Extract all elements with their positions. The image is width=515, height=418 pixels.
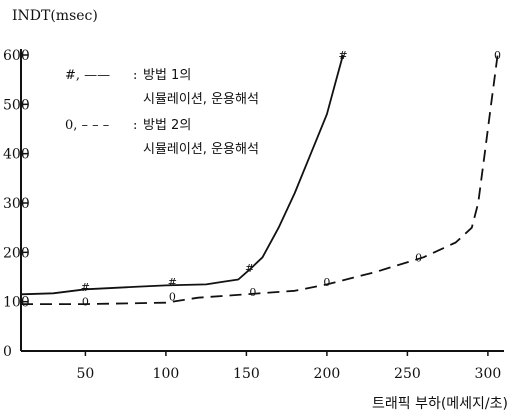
- y-axis-label: INDT(msec): [12, 8, 98, 24]
- y-tick-label: 100: [3, 295, 30, 311]
- x-axis-label: 트래픽 부하(메세지/초): [372, 396, 508, 412]
- series-2-marker: 0: [82, 296, 89, 309]
- legend-entry-2-line1: 방법 2의: [143, 118, 191, 133]
- series-1-marker: #: [245, 262, 254, 275]
- legend-entry-1-line1: 방법 1의: [143, 68, 191, 83]
- y-tick-label: 200: [3, 245, 30, 261]
- legend-entry-1-line2: 시뮬레이션, 운용해석: [143, 92, 259, 107]
- y-ticks: 0 100 200 300 400 500 600: [3, 48, 30, 360]
- axes: [20, 49, 504, 352]
- series-2-marker: 0: [249, 286, 256, 299]
- y-tick-label: 300: [3, 196, 30, 212]
- x-tick-label: 300: [475, 366, 502, 382]
- y-tick-label: 400: [3, 147, 30, 163]
- legend-entry-1-symbol: #, ——: [65, 68, 110, 83]
- y-tick-label: 500: [3, 97, 30, 113]
- series-1-marker: #: [81, 281, 90, 294]
- series-2-line: [21, 54, 499, 306]
- legend-entry-1-separator: :: [133, 68, 137, 83]
- legend-entry-2-separator: :: [133, 118, 137, 133]
- x-tick-label: 250: [394, 366, 421, 382]
- y-tick-label: 600: [3, 48, 30, 64]
- legend-entry-2-line2: 시뮬레이션, 운용해석: [143, 142, 259, 157]
- series-1-marker: #: [338, 49, 347, 62]
- series-2-marker: 0: [169, 291, 176, 304]
- x-tick-label: 150: [233, 366, 260, 382]
- series-2-marker: 0: [494, 49, 501, 62]
- series-1-line: [20, 54, 344, 296]
- x-ticks: 50 100 150 200 250 300: [76, 351, 501, 382]
- series-group: # # # #0 0 0 0 0 0: [20, 49, 501, 309]
- x-tick-label: 50: [76, 366, 94, 382]
- y-tick-label: 0: [3, 344, 12, 360]
- legend: #, —— : 방법 1의 시뮬레이션, 운용해석 0, – – – : 방법 …: [65, 68, 259, 157]
- series-2-marker: 0: [415, 251, 422, 264]
- x-tick-label: 200: [314, 366, 341, 382]
- series-2-marker: 0: [323, 276, 330, 289]
- legend-entry-2-symbol: 0, – – –: [65, 118, 109, 133]
- series-1-marker: #: [168, 276, 177, 289]
- x-tick-label: 100: [153, 366, 180, 382]
